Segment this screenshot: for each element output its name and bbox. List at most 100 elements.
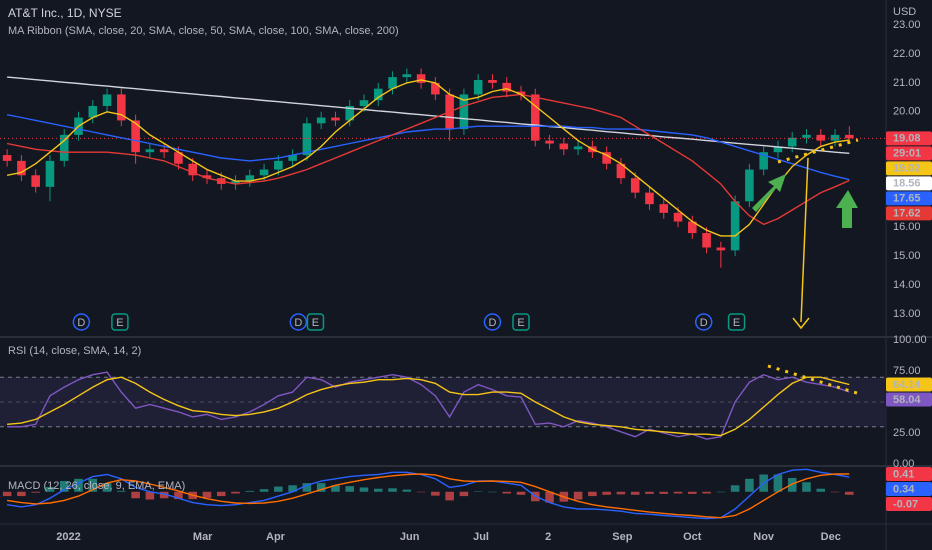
histogram-bar	[402, 489, 412, 492]
event-badge	[727, 313, 746, 331]
candle-body	[359, 100, 369, 106]
candle-body	[174, 152, 183, 164]
candle-body	[845, 134, 854, 139]
histogram-bar	[216, 491, 226, 497]
candle-body	[602, 152, 611, 164]
histogram-bar	[459, 491, 469, 497]
candle-body	[331, 117, 340, 121]
histogram-bar	[716, 491, 726, 493]
candle-body	[759, 152, 768, 170]
y-tick-label: 21.00	[893, 77, 921, 89]
event-label: E	[517, 317, 524, 329]
event-badge	[111, 313, 129, 331]
candle-body	[188, 163, 197, 176]
histogram-bar	[45, 487, 55, 492]
histogram-bar	[588, 491, 597, 497]
histogram-bar	[88, 478, 98, 492]
candle-body	[659, 204, 669, 213]
price-tag-label: 0.41	[893, 468, 914, 480]
annotation-line	[800, 157, 809, 323]
event-badge	[72, 313, 91, 331]
histogram-bar	[288, 485, 297, 492]
x-tick-label: Sep	[612, 531, 632, 543]
event-badge	[512, 313, 530, 331]
candle-body	[402, 74, 412, 78]
price-tag	[886, 482, 932, 497]
annotation-arrow	[752, 174, 786, 212]
candle-body	[17, 160, 26, 176]
candle-body	[259, 169, 269, 176]
price-tag	[886, 191, 932, 206]
candle-body	[502, 82, 512, 92]
y-tick-label: 0.00	[893, 458, 914, 470]
histogram-bar	[331, 485, 340, 492]
histogram-bar	[488, 491, 497, 493]
price-tag-label: 0.34	[893, 483, 915, 495]
indicator-label: MACD (12, 26, close, 9, EMA, EMA)	[8, 480, 185, 492]
histogram-bar	[830, 491, 840, 493]
histogram-bar	[688, 491, 697, 494]
histogram-bar	[202, 491, 212, 498]
histogram-bar	[302, 483, 312, 492]
event-label: E	[116, 317, 123, 329]
candle-body	[102, 94, 112, 106]
price-tag	[886, 497, 932, 512]
candle-body	[573, 146, 583, 150]
histogram-bar	[602, 491, 611, 495]
histogram-bar	[630, 491, 640, 495]
candle-body	[431, 82, 440, 95]
x-tick-label: Apr	[266, 531, 286, 543]
candle-body	[231, 181, 240, 184]
event-badge	[483, 313, 502, 331]
histogram-bar	[816, 488, 826, 492]
candle-body	[45, 160, 55, 187]
histogram-bar	[388, 488, 397, 492]
candle-body	[787, 137, 797, 147]
candle-body	[816, 134, 826, 141]
x-tick-label: Nov	[753, 531, 775, 543]
price-tag	[886, 131, 932, 146]
series-line	[6, 114, 850, 181]
price-tag-label: -0.07	[893, 498, 918, 510]
candle-body	[388, 77, 397, 89]
annotation-arrow	[836, 190, 858, 228]
annotations	[752, 138, 861, 396]
candle-body	[245, 175, 255, 182]
series-line	[7, 371, 850, 440]
y-tick-label: 100.00	[893, 334, 927, 346]
series-line	[6, 79, 850, 237]
y-tick-label: 16.00	[893, 221, 921, 233]
price-tag-label: 64.14	[893, 379, 921, 391]
candle-body	[830, 134, 840, 141]
x-tick-label: Mar	[193, 531, 213, 543]
histogram-bar	[516, 491, 526, 495]
panel	[0, 371, 885, 440]
indicator-label: MA Ribbon (SMA, close, 20, SMA, close, 5…	[8, 25, 399, 37]
y-tick-label: 13.00	[893, 308, 921, 320]
histogram-bar	[74, 478, 83, 492]
candle-body	[730, 201, 740, 251]
candle-body	[59, 134, 69, 161]
histogram-bar	[274, 486, 283, 492]
candle-body	[416, 74, 426, 83]
histogram-bar	[416, 491, 426, 493]
histogram-bar	[231, 491, 240, 494]
candle-body	[516, 91, 526, 95]
histogram-bar	[117, 490, 126, 492]
price-tag	[886, 377, 932, 392]
histogram-bar	[31, 491, 40, 493]
price-tag	[886, 176, 932, 191]
event-label: D	[488, 317, 496, 329]
candle-body	[773, 146, 783, 153]
histogram-bar	[745, 478, 754, 492]
histogram-bar	[159, 491, 169, 499]
histogram-bar	[702, 491, 711, 494]
event-label: D	[700, 317, 708, 329]
annotation-arrowhead	[792, 317, 810, 330]
x-tick-label: Jul	[473, 531, 489, 543]
candle-body	[316, 117, 326, 124]
histogram-bar	[373, 488, 383, 492]
price-tag-label: 18.56	[893, 178, 921, 190]
histogram-bar	[645, 491, 654, 494]
